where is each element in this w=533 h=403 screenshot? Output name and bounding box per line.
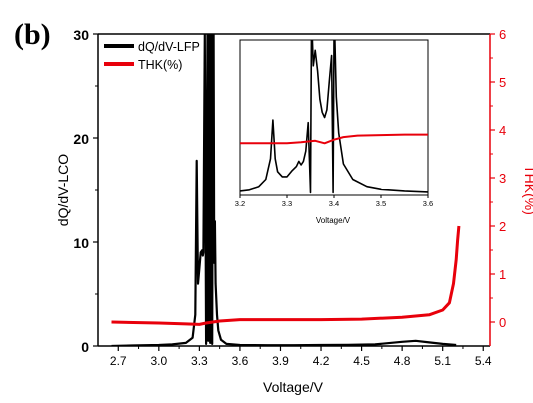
x-tick-label: 3.3 [191, 354, 208, 368]
y2-tick-label: 3 [499, 171, 506, 186]
x-axis-label: Voltage/V [263, 379, 324, 395]
y2-tick-label: 0 [499, 315, 506, 330]
x-tick-label: 4.5 [353, 354, 370, 368]
x-tick-label: 5.4 [475, 354, 492, 368]
x-tick-label: 3.6 [232, 354, 249, 368]
x-tick-label: 3.9 [272, 354, 289, 368]
x-tick-label: 5.1 [434, 354, 451, 368]
inset-x-tick-label: 3.3 [282, 199, 292, 208]
legend-label-thk: THK(%) [138, 58, 182, 72]
legend-label-lfp: dQ/dV-LFP [138, 40, 200, 54]
y2-tick-label: 6 [499, 27, 506, 42]
y2-tick-label: 1 [499, 267, 506, 282]
x-tick-label: 2.7 [110, 354, 127, 368]
series-line-thk [111, 225, 461, 326]
inset-x-tick-label: 3.6 [423, 199, 433, 208]
y-tick-label: 0 [81, 339, 89, 355]
legend: dQ/dV-LFP THK(%) [104, 40, 200, 72]
y-axis-label: dQ/dV-LCO [55, 154, 71, 226]
main-plot: 2.7 3.0 3.3 3.6 3.9 4.2 4.5 4.8 5.1 5.4 0 10 20 30 0 1 2… [73, 27, 506, 368]
y2-tick-label: 5 [499, 75, 506, 90]
series-line-lfp [111, 34, 457, 346]
x-tick-label: 4.8 [394, 354, 411, 368]
inset-x-tick-label: 3.5 [376, 199, 386, 208]
y-tick-label: 10 [73, 235, 89, 251]
y2-axis-label: THK(%) [522, 165, 533, 215]
inset-x-tick-label: 3.4 [329, 199, 339, 208]
inset-x-axis-label: Voltage/V [316, 216, 351, 225]
x-tick-label: 4.2 [313, 354, 330, 368]
y-tick-label: 20 [73, 131, 89, 147]
panel-label: (b) [14, 18, 51, 51]
inset-series-line-lfp [240, 40, 428, 194]
y-tick-label: 30 [73, 27, 89, 43]
x-tick-label: 3.0 [150, 354, 167, 368]
inset-plot: 3.2 3.3 3.4 3.5 3.6 [235, 39, 433, 208]
y2-tick-label: 2 [499, 219, 506, 234]
inset-series-line-thk [240, 133, 428, 145]
inset-x-tick-label: 3.2 [235, 199, 245, 208]
y2-tick-label: 4 [499, 123, 506, 138]
